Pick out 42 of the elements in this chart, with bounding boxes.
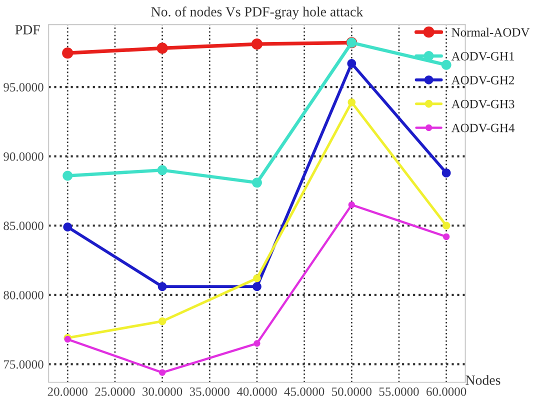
x-tick-label: 55.0000 <box>379 387 419 396</box>
legend-label: AODV-GH4 <box>451 124 515 132</box>
y-tick-label: 95.0000 <box>4 83 44 92</box>
legend-label: Normal-AODV <box>452 28 530 37</box>
point <box>158 282 167 292</box>
point <box>251 38 263 50</box>
point <box>442 222 450 230</box>
point <box>158 369 166 376</box>
x-tick-label: 60.0000 <box>426 387 466 396</box>
point <box>252 178 262 188</box>
y-axis-title: PDF <box>15 25 40 34</box>
y-tick-label: 90.0000 <box>4 152 44 161</box>
x-tick-label: 30.0000 <box>142 387 182 396</box>
x-axis-title: Nodes <box>466 375 500 385</box>
x-tick-label: 25.0000 <box>95 387 135 396</box>
y-tick-label: 85.0000 <box>4 222 44 230</box>
point <box>63 222 72 232</box>
y-tick-label: 75.0000 <box>4 360 44 369</box>
point <box>253 274 261 282</box>
legend-label: AODV-GH3 <box>451 100 514 108</box>
chart-title: No. of nodes Vs PDF-gray hole attack <box>151 6 364 20</box>
point <box>348 201 355 208</box>
point <box>347 59 356 68</box>
y-tick-label: 80.0000 <box>4 290 44 300</box>
x-tick-label: 45.0000 <box>284 387 324 396</box>
x-tick-label: 20.0000 <box>48 387 88 396</box>
x-tick-label: 35.0000 <box>190 387 230 396</box>
legend-label: AODV-GH1 <box>451 52 514 61</box>
legend-label: AODV-GH2 <box>451 76 514 84</box>
x-tick-label: 50.0000 <box>332 387 372 396</box>
point <box>442 168 451 178</box>
point <box>252 282 262 292</box>
point <box>254 340 260 347</box>
x-tick-label: 40.0000 <box>236 387 277 396</box>
point <box>441 60 452 70</box>
point <box>156 42 168 54</box>
point <box>157 165 168 176</box>
point <box>62 170 73 181</box>
point <box>442 233 450 240</box>
point <box>158 317 166 326</box>
point <box>62 48 74 59</box>
point <box>348 98 356 106</box>
